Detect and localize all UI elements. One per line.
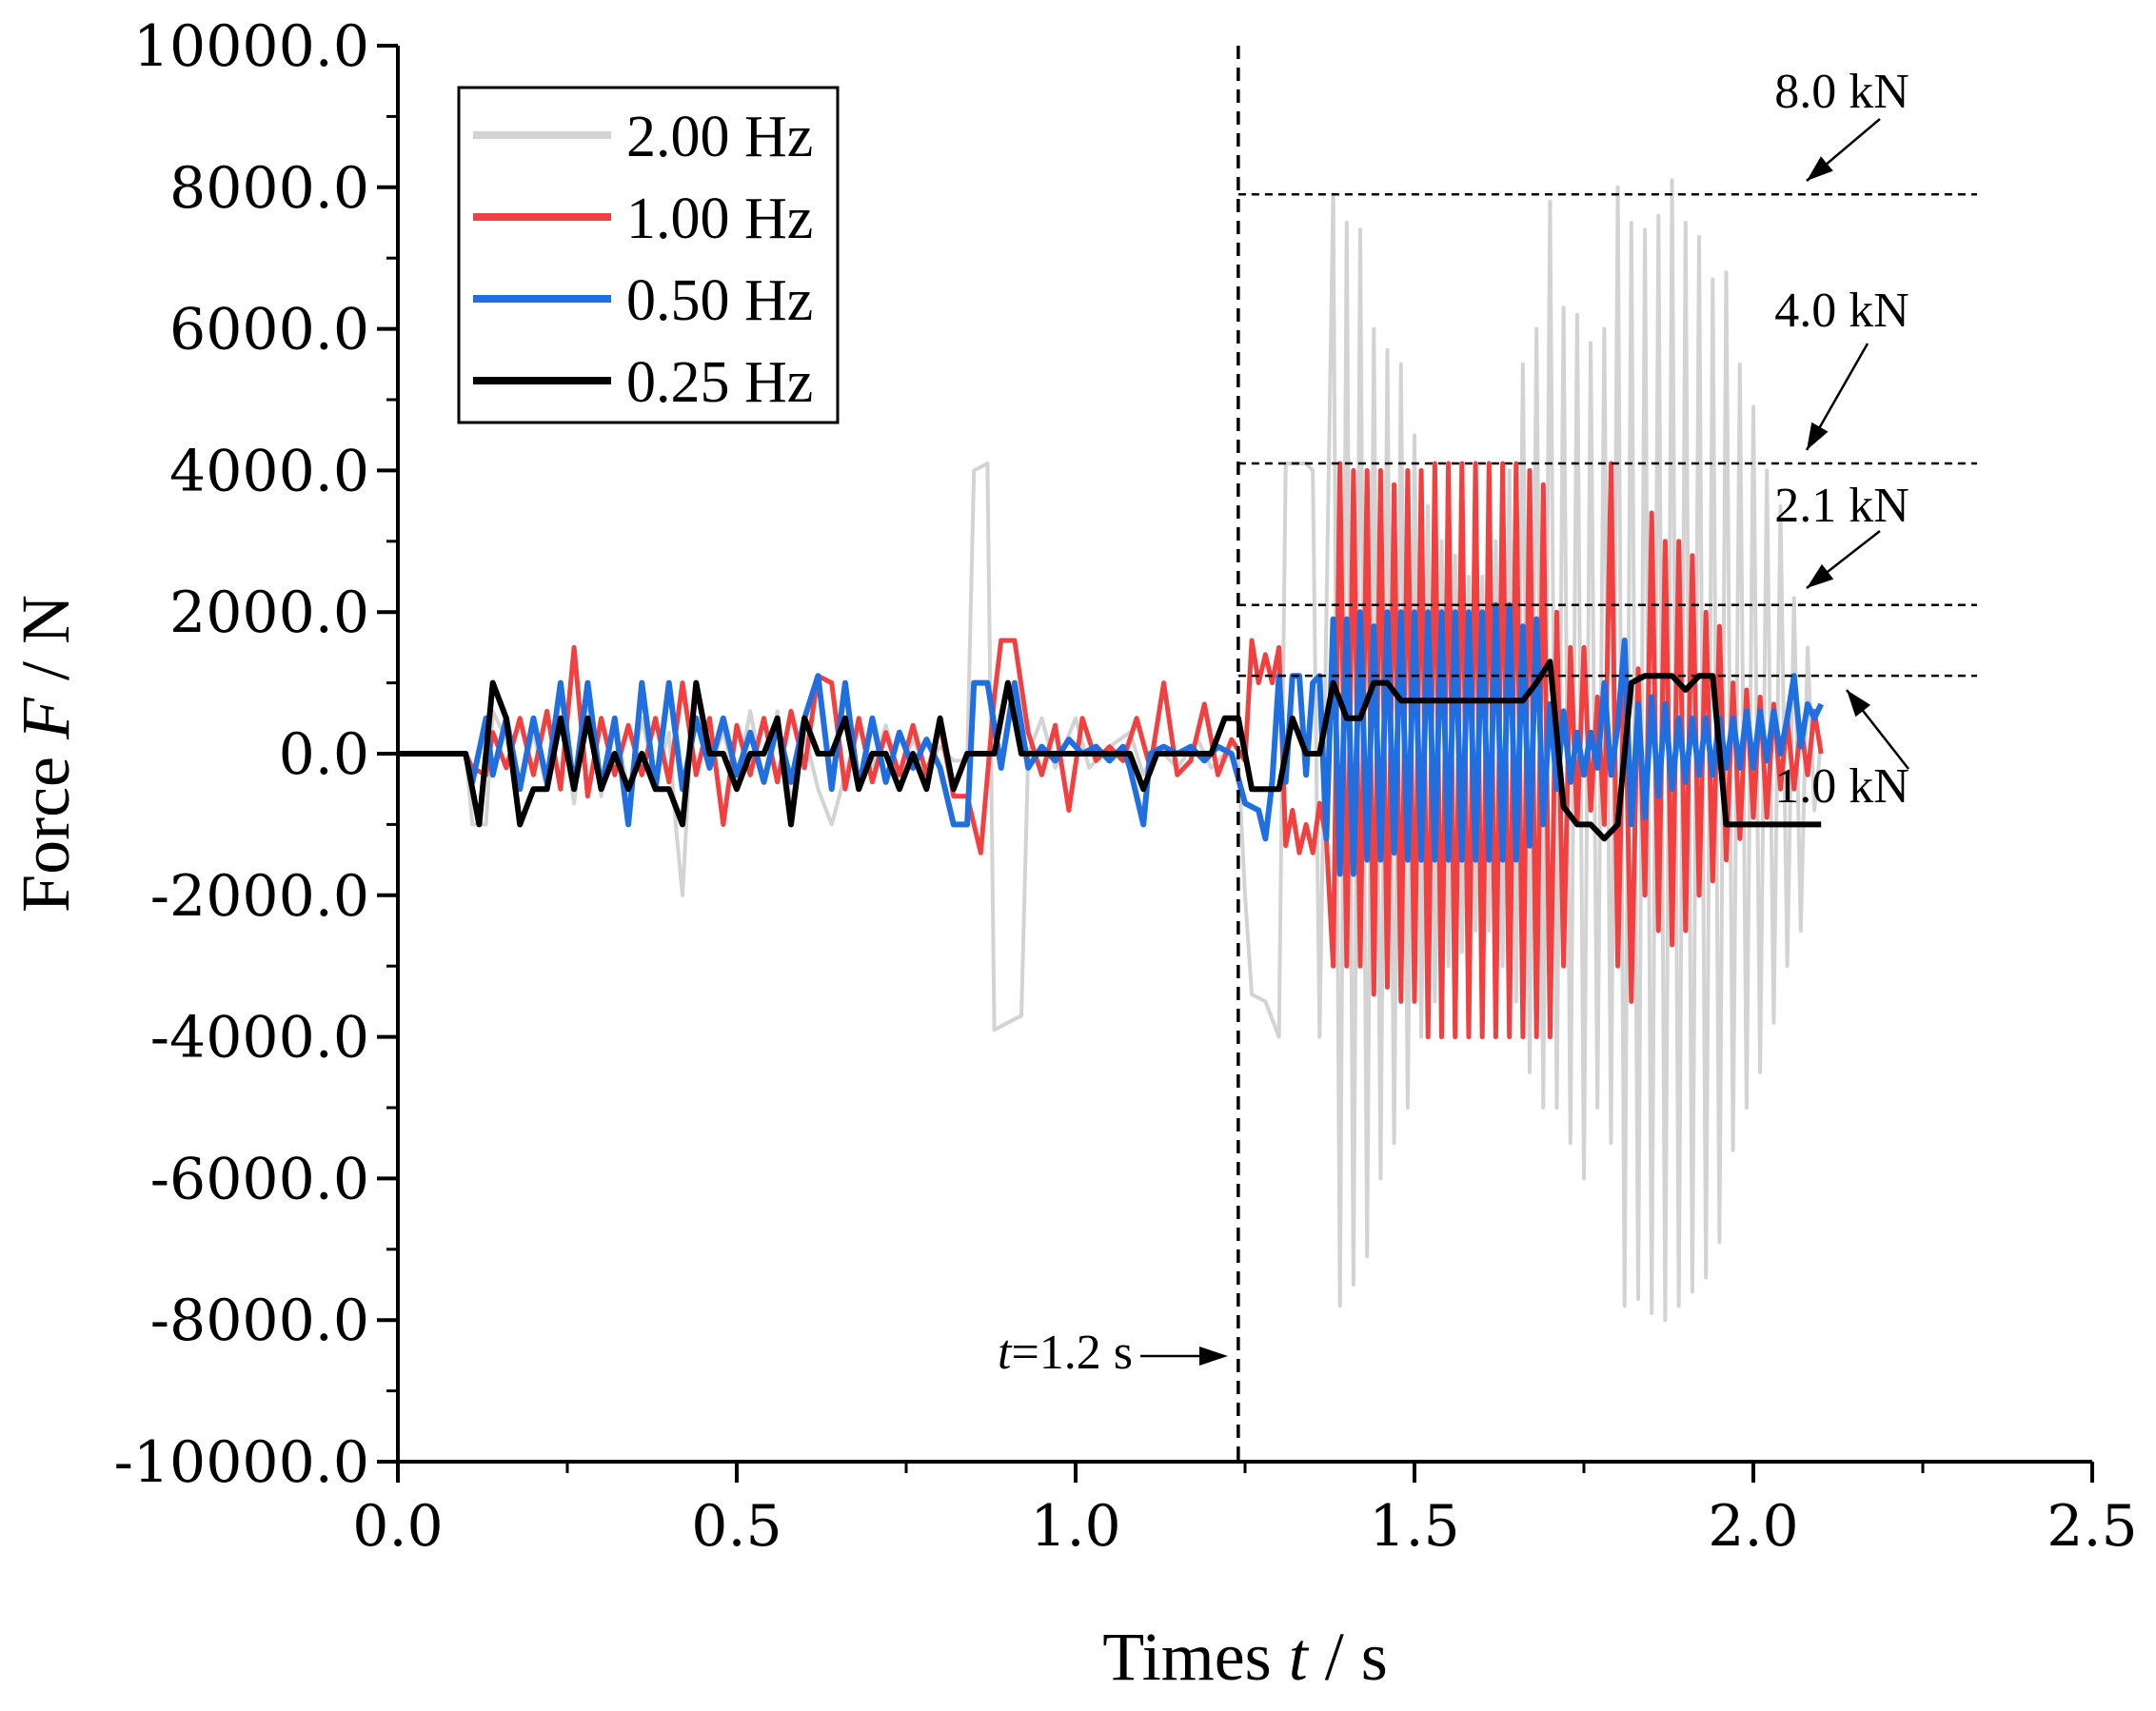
y-axis-title-var: F <box>8 697 84 740</box>
y-axis-title: Force F / N <box>8 595 84 913</box>
y-tick-label: 0.0 <box>279 721 369 788</box>
vertical-marker-arrowhead <box>1199 1347 1228 1366</box>
reference-lines: 8.0 kN 4.0 kN 2.1 kN 1.0 kN t=1.2 s <box>998 46 1977 1462</box>
annotation-arrowhead <box>1807 156 1833 181</box>
legend-label: 0.50 Hz <box>626 268 813 333</box>
legend-label: 2.00 Hz <box>626 105 813 169</box>
y-axis-title-unit: / N <box>8 595 84 698</box>
y-axis-title-prefix: Force <box>8 739 84 913</box>
x-axis-title-prefix: Times <box>1102 1619 1288 1695</box>
reference-label: 2.1 kN <box>1774 479 1909 533</box>
legend-label: 1.00 Hz <box>626 187 813 251</box>
series-line-1-00-hz <box>398 461 1824 1040</box>
annotation-arrowhead <box>1847 690 1871 718</box>
y-tick-label: 2000.0 <box>169 580 369 646</box>
reference-label: 1.0 kN <box>1774 759 1909 814</box>
y-tick-label: -6000.0 <box>150 1146 369 1212</box>
series-line-0-25-hz <box>398 659 1822 842</box>
annotation-arrowhead <box>1807 422 1829 450</box>
x-tick-label: 2.0 <box>1708 1493 1798 1560</box>
y-tick-label: 8000.0 <box>169 155 369 222</box>
ticks: 0.0 0.5 1.0 1.5 2.0 2.5 10000.0 8000.0 6000.0 400… <box>114 13 2138 1560</box>
series-line-0-50-hz <box>398 601 1824 877</box>
legend: 2.00 Hz 1.00 Hz 0.50 Hz 0.25 Hz <box>457 86 840 424</box>
y-tick-label: -2000.0 <box>150 863 369 930</box>
x-tick-label: 1.5 <box>1369 1493 1459 1560</box>
x-tick-label: 1.0 <box>1030 1493 1120 1560</box>
x-axis-title-var: t <box>1289 1619 1310 1695</box>
y-tick-label: 6000.0 <box>169 297 369 364</box>
x-tick-label: 0.0 <box>352 1493 443 1560</box>
legend-box <box>457 86 840 424</box>
y-tick-label: -8000.0 <box>150 1288 369 1354</box>
annotation-arrowhead <box>1807 563 1834 588</box>
y-tick-label: 10000.0 <box>133 13 369 80</box>
vertical-marker-label: t=1.2 s <box>998 1326 1133 1380</box>
x-axis-title-unit: / s <box>1308 1619 1388 1695</box>
reference-label: 4.0 kN <box>1774 284 1909 338</box>
y-tick-label: -10000.0 <box>114 1429 369 1496</box>
y-tick-label: -4000.0 <box>150 1005 369 1072</box>
series-layer <box>398 178 1824 1323</box>
x-tick-label: 0.5 <box>691 1493 781 1560</box>
x-tick-label: 2.5 <box>2047 1493 2137 1560</box>
legend-label: 0.25 Hz <box>626 350 813 415</box>
reference-label: 8.0 kN <box>1774 65 1909 119</box>
x-axis-title: Times t / s <box>1102 1619 1387 1695</box>
y-tick-label: 4000.0 <box>169 438 369 504</box>
